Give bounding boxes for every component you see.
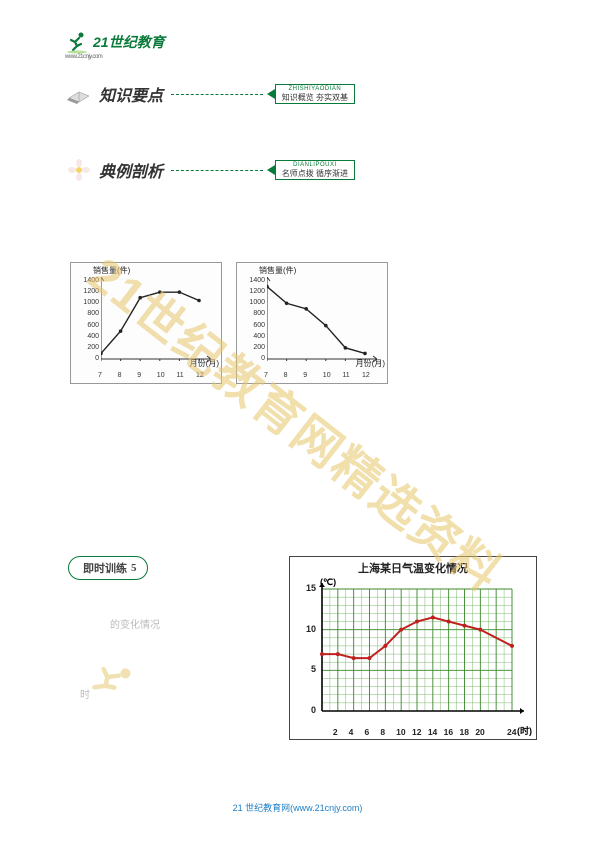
page-footer: 21 世纪教育网(www.21cnjy.com): [0, 801, 595, 814]
arrow-left-icon: [267, 89, 275, 99]
faded-text: 时: [80, 686, 90, 701]
flower-icon: [65, 158, 93, 182]
logo-text: 21世纪教育: [93, 32, 165, 52]
logo-url: www.21cnjy.com: [65, 54, 102, 60]
divider: [171, 94, 263, 95]
book-icon: [65, 82, 93, 106]
section-knowledge: 知识要点 ZHISHIYAODIAN 知识概览 夯实双基: [65, 82, 355, 106]
runner-icon: [65, 30, 89, 54]
chart-title: 上海某日气温变化情况: [290, 557, 536, 576]
watermark-logo-icon: [74, 646, 144, 717]
sales-chart-b: 销售量(件) 月份(月) 020040060080010001200140078…: [236, 262, 388, 384]
chart-plot: [318, 579, 526, 725]
sales-chart-a: 销售量(件) 月份(月) 020040060080010001200140078…: [70, 262, 222, 384]
sales-charts: 销售量(件) 月份(月) 020040060080010001200140078…: [70, 262, 388, 384]
temperature-chart: 上海某日气温变化情况 (℃) (时) 051015246810121416182…: [289, 556, 537, 740]
practice-badge: 即时训练 5: [68, 556, 148, 580]
faded-text: 的变化情况: [110, 616, 160, 631]
section-examples: 典例剖析 DIANLIPOUXI 名师点拨 循序渐进: [65, 158, 355, 182]
arrow-left-icon: [267, 165, 275, 175]
section-title: 典例剖析: [99, 158, 163, 182]
x-axis-label: (时): [517, 724, 532, 737]
divider: [171, 170, 263, 171]
site-logo: 21世纪教育: [65, 30, 165, 54]
chart-plot: [101, 277, 211, 363]
section-badge: DIANLIPOUXI 名师点拨 循序渐进: [275, 160, 355, 181]
section-badge: ZHISHIYAODIAN 知识概览 夯实双基: [275, 84, 355, 105]
section-title: 知识要点: [99, 82, 163, 106]
chart-plot: [267, 277, 377, 363]
